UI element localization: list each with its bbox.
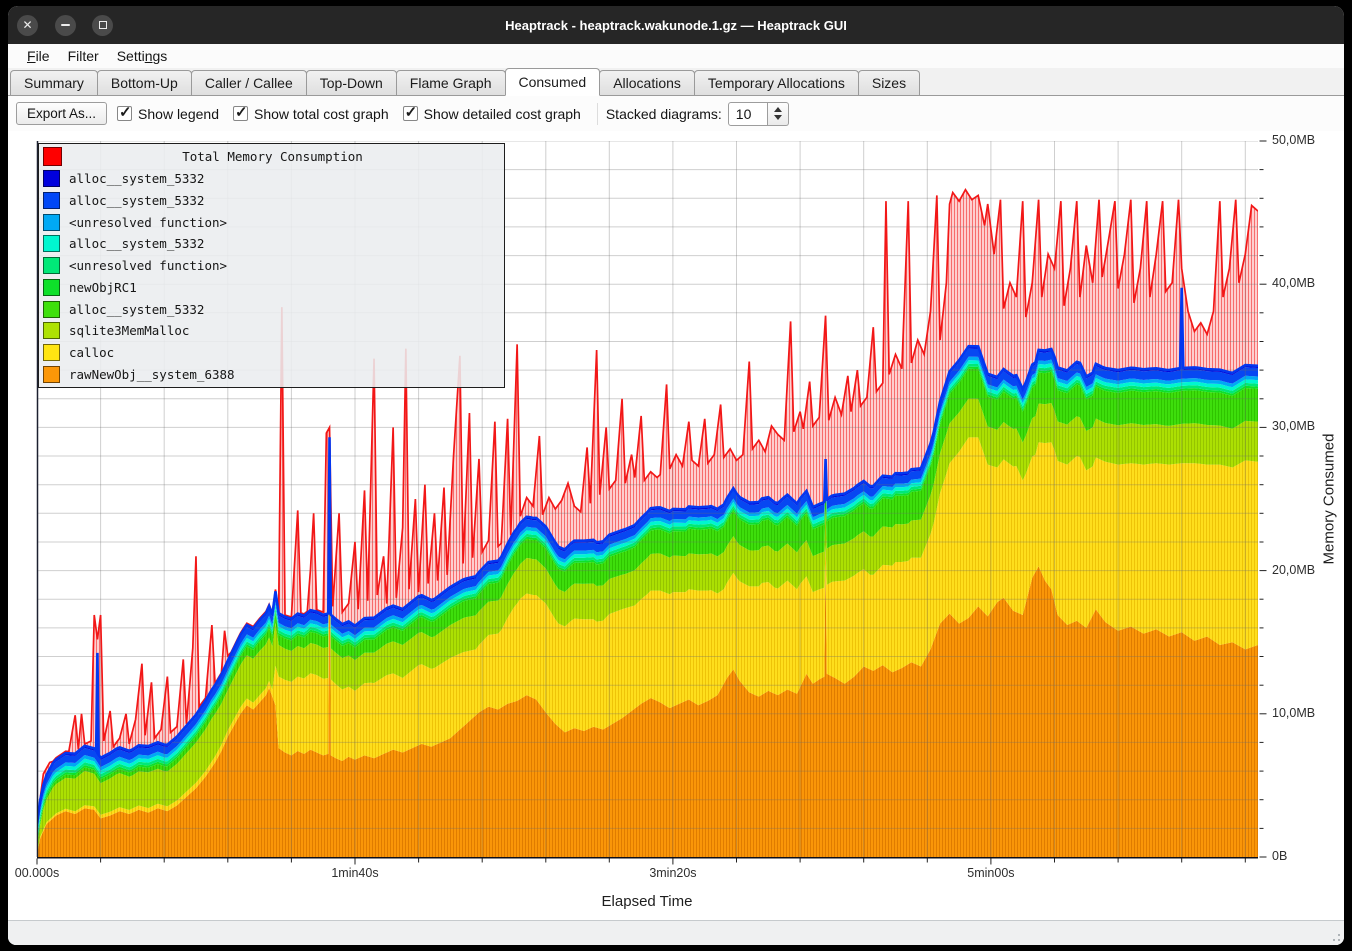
legend-row-sqlite3memmalloc-8: sqlite3MemMalloc <box>39 320 504 342</box>
tab-sizes[interactable]: Sizes <box>857 70 921 95</box>
legend-label: calloc <box>69 344 115 360</box>
minimize-icon <box>61 24 70 26</box>
checkbox-box-show-legend[interactable] <box>117 103 133 121</box>
legend-row-title: Total Memory Consumption <box>39 146 504 168</box>
x-tick-label-1min40s: 1min40s <box>331 866 379 880</box>
maximize-button[interactable] <box>92 14 113 36</box>
stacked-diagrams-spinbox: 10 <box>727 101 789 126</box>
y-tick-label-40-0mb: 40,0MB <box>1272 276 1316 291</box>
menu-bar: File Filter Settings <box>8 44 1344 68</box>
legend-row-alloc-system-5332-4: alloc__system_5332 <box>39 233 504 255</box>
legend-swatch-icon <box>43 191 60 209</box>
checkbox-box-show-detailed-cost-graph[interactable] <box>402 103 418 121</box>
close-icon: ✕ <box>22 17 33 32</box>
legend-swatch-icon <box>43 257 60 275</box>
legend-swatch-icon <box>43 343 60 361</box>
y-tick-label-50-0mb: 50,0MB <box>1272 133 1316 147</box>
y-tick-label-30-0mb: 30,0MB <box>1272 419 1316 434</box>
spin-down-button[interactable] <box>773 115 782 120</box>
toolbar-separator <box>596 102 598 125</box>
legend-row-calloc-9: calloc <box>39 342 504 364</box>
legend-swatch-icon <box>43 147 62 167</box>
tab-bar: Summary Bottom-Up Caller / Callee Top-Down F… <box>8 68 1344 96</box>
legend-row-alloc-system-5332-7: alloc__system_5332 <box>39 298 504 320</box>
tab-top-down[interactable]: Top-Down <box>305 70 397 95</box>
chart-canvas[interactable] <box>8 131 1344 920</box>
close-button[interactable]: ✕ <box>17 14 38 36</box>
y-tick-label-20-0mb: 20,0MB <box>1272 562 1316 577</box>
tab-allocations[interactable]: Allocations <box>599 70 695 95</box>
checkbox-show-total-cost-graph[interactable]: Show total cost graph <box>232 103 389 122</box>
spinbox-buttons <box>767 101 789 126</box>
menu-item-settings[interactable]: Settings <box>116 48 168 64</box>
legend-row-newobjrc1-6: newObjRC1 <box>39 276 504 298</box>
checkbox-label-show-total-cost-graph: Show total cost graph <box>253 105 389 122</box>
y-tick-label-0b: 0B <box>1272 849 1288 863</box>
tab-summary[interactable]: Summary <box>10 70 98 95</box>
legend-swatch-icon <box>43 278 60 296</box>
legend-swatch-icon <box>43 322 60 340</box>
legend-label: newObjRC1 <box>69 279 137 295</box>
y-tick-label-10-0mb: 10,0MB <box>1272 705 1316 720</box>
legend-row-unresolved-function-5: <unresolved function> <box>39 255 504 277</box>
tab-temporary-allocations[interactable]: Temporary Allocations <box>693 70 859 95</box>
toolbar: Export As... Show legend Show total cost … <box>8 96 1344 131</box>
spin-up-button[interactable] <box>773 107 782 112</box>
checkbox-box-show-total-cost-graph[interactable] <box>232 103 248 121</box>
memory-consumption-chart[interactable]: Total Memory Consumption alloc__system_53… <box>8 131 1344 920</box>
chart-legend: Total Memory Consumption alloc__system_53… <box>38 143 505 388</box>
area-sqlite3memmalloc <box>37 398 1258 853</box>
legend-swatch-icon <box>43 365 60 383</box>
legend-swatch-icon <box>43 235 60 253</box>
legend-row-alloc-system-5332-2: alloc__system_5332 <box>39 189 504 211</box>
legend-label: alloc__system_5332 <box>69 236 205 252</box>
legend-label: <unresolved function> <box>69 258 228 274</box>
area-total-memory <box>37 189 1258 825</box>
x-tick-label-00-000s: 00.000s <box>14 866 60 880</box>
window-title: Heaptrack - heaptrack.wakunode.1.gz — He… <box>505 17 847 33</box>
status-bar <box>8 920 1344 945</box>
tab-consumed[interactable]: Consumed <box>504 68 601 96</box>
legend-label: <unresolved function> <box>69 214 228 230</box>
x-tick-label-3min20s: 3min20s <box>649 866 697 880</box>
checkbox-show-detailed-cost-graph[interactable]: Show detailed cost graph <box>402 103 581 122</box>
export-as-button[interactable]: Export As... <box>16 102 108 125</box>
area-calloc <box>37 437 1258 855</box>
y-axis-title: Memory Consumed <box>1320 433 1338 565</box>
legend-swatch-icon <box>43 213 60 231</box>
tab-bottom-up[interactable]: Bottom-Up <box>96 70 192 95</box>
stacked-diagrams-label: Stacked diagrams: <box>605 105 722 122</box>
legend-row-rawnewobj-system-6388-10: rawNewObj__system_6388 <box>39 363 504 385</box>
x-axis-title: Elapsed Time <box>601 893 693 910</box>
x-tick-label-5min00s: 5min00s <box>967 866 1015 880</box>
legend-row-unresolved-function-3: <unresolved function> <box>39 211 504 233</box>
legend-label: alloc__system_5332 <box>69 171 205 187</box>
legend-label: Total Memory Consumption <box>182 149 363 165</box>
app-window: ✕ Heaptrack - heaptrack.wakunode.1.gz — … <box>8 6 1344 945</box>
legend-label: alloc__system_5332 <box>69 192 205 208</box>
area-rawnewobj-system-6388 <box>37 506 1258 857</box>
stacked-diagrams-value[interactable]: 10 <box>727 101 768 126</box>
resize-grip[interactable] <box>1328 929 1340 941</box>
tab-flame-graph[interactable]: Flame Graph <box>395 70 506 95</box>
checkbox-label-show-legend: Show legend <box>138 105 219 122</box>
minimize-button[interactable] <box>55 14 76 36</box>
maximize-icon <box>98 21 107 29</box>
area-alloc-system-5332 <box>37 368 1258 849</box>
legend-swatch-icon <box>43 300 60 318</box>
tab-caller-callee[interactable]: Caller / Callee <box>190 70 307 95</box>
stack-top-line <box>37 287 1258 825</box>
legend-label: sqlite3MemMalloc <box>69 323 190 339</box>
menu-item-filter[interactable]: Filter <box>67 48 99 64</box>
toolbar-checkboxes: Show legend Show total cost graph Show det… <box>117 103 595 122</box>
legend-label: rawNewObj__system_6388 <box>69 366 235 382</box>
legend-label: alloc__system_5332 <box>69 301 205 317</box>
legend-swatch-icon <box>43 170 60 188</box>
menu-item-file[interactable]: File <box>27 48 50 64</box>
checkbox-show-legend[interactable]: Show legend <box>117 103 219 122</box>
legend-row-alloc-system-5332-1: alloc__system_5332 <box>39 168 504 190</box>
title-bar: ✕ Heaptrack - heaptrack.wakunode.1.gz — … <box>8 6 1344 44</box>
checkbox-label-show-detailed-cost-graph: Show detailed cost graph <box>423 105 581 122</box>
